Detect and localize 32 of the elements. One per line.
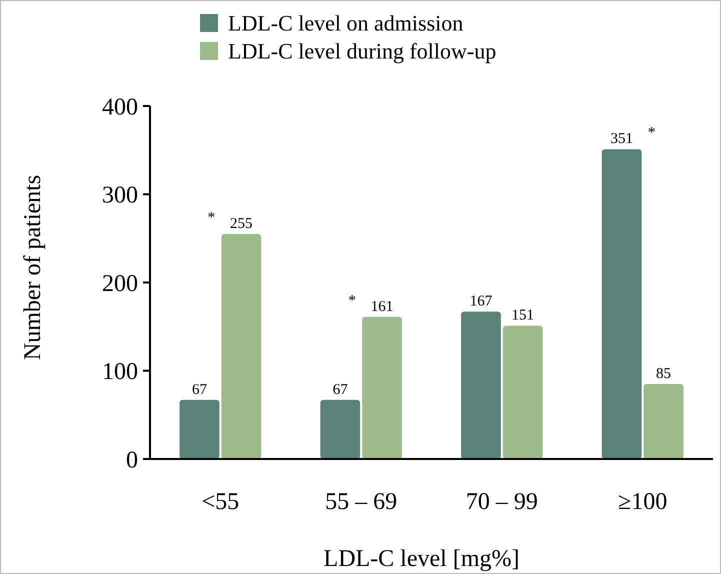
data-label: 151 bbox=[512, 308, 534, 324]
data-label: 351 bbox=[610, 131, 633, 148]
bar bbox=[221, 234, 262, 459]
data-label: 85 bbox=[656, 366, 672, 382]
x-axis-title: LDL-C level [mg%] bbox=[324, 546, 520, 572]
bar bbox=[461, 312, 501, 459]
y-axis-title: Number of patients bbox=[20, 174, 46, 360]
annotation: * bbox=[348, 292, 356, 309]
y-tick-label: 200 bbox=[102, 270, 138, 297]
bar bbox=[602, 149, 642, 459]
bar bbox=[362, 316, 402, 459]
bar bbox=[320, 400, 360, 459]
data-label: 167 bbox=[470, 294, 493, 310]
y-tick-label: 100 bbox=[102, 359, 138, 386]
y-tick-label: 400 bbox=[102, 94, 138, 120]
annotation: * bbox=[648, 125, 656, 142]
y-tick-label: 0 bbox=[126, 447, 138, 474]
y-tick-label: 300 bbox=[102, 182, 138, 209]
x-tick-label: 55 – 69 bbox=[325, 489, 398, 515]
data-label: 67 bbox=[332, 382, 348, 398]
x-tick-label: ≥100 bbox=[618, 489, 668, 515]
x-tick-label: 70 – 99 bbox=[466, 489, 538, 515]
data-label: 67 bbox=[192, 382, 208, 398]
bar bbox=[502, 326, 543, 459]
data-label: 255 bbox=[230, 216, 253, 232]
bar bbox=[644, 384, 684, 459]
legend-label: LDL-C level during follow-up bbox=[228, 38, 496, 64]
bar bbox=[180, 400, 220, 459]
annotation: * bbox=[208, 210, 216, 226]
data-label: 161 bbox=[370, 298, 394, 315]
legend-label: LDL-C level on admission bbox=[228, 10, 464, 36]
x-tick-label: <55 bbox=[202, 489, 240, 515]
